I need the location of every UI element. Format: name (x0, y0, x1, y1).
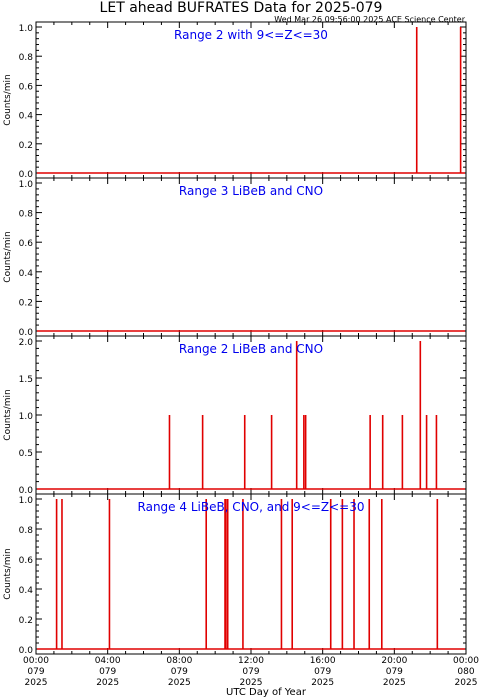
y-tick-label: 2.0 (19, 338, 34, 348)
y-tick-label: 0.0 (19, 646, 34, 656)
panel-label: Range 4 LiBeB, CNO, and 9<=Z<=30 (138, 500, 365, 514)
y-tick-label: 0.8 (19, 210, 34, 220)
x-tick-label-time: 12:00 (238, 656, 264, 666)
x-tick-label-doy: 079 (99, 667, 116, 677)
panel-1: 0.0 0.2 0.4 0.6 0.8 1.0 Counts/min Range 2 with… (3, 21, 467, 180)
x-tick-label-year: 2025 (383, 678, 406, 688)
panel-label: Range 3 LiBeB and CNO (179, 184, 323, 198)
x-tick-label-time: 00:00 (453, 656, 479, 666)
x-tick-label-time: 00:00 (23, 656, 49, 666)
y-tick-label: 0.2 (19, 616, 33, 626)
y-tick-label: 1.0 (19, 180, 34, 190)
x-tick-label-time: 04:00 (95, 656, 121, 666)
x-tick-label-year: 2025 (311, 678, 334, 688)
y-tick-label: 0.6 (19, 556, 34, 566)
x-tick-label-doy: 079 (27, 667, 44, 677)
y-tick-label: 1.0 (19, 24, 34, 34)
panel-3: 0.0 0.5 1.0 1.5 2.0 Counts/min Range 2 LiBeB a… (3, 335, 467, 496)
y-tick-label: 0.6 (19, 82, 34, 92)
x-tick-label-doy: 079 (386, 667, 403, 677)
y-tick-label: 1.0 (19, 496, 34, 506)
x-tick-label-time: 16:00 (310, 656, 336, 666)
y-tick-label: 0.5 (19, 449, 33, 459)
y-axis-label: Counts/min (3, 548, 13, 599)
x-tick-label-doy: 080 (457, 667, 474, 677)
panel-label: Range 2 LiBeB and CNO (179, 342, 323, 356)
panel-frame (35, 493, 467, 655)
panel-frame (35, 21, 467, 179)
y-tick-label: 0.4 (19, 586, 34, 596)
chart-timestamp: Wed Mar 26 09:56:00 2025 ACE Science Cen… (274, 15, 465, 24)
panel-4: 0.0 0.2 0.4 0.6 0.8 1.0 Counts/min Range 4 LiBe… (3, 493, 467, 656)
y-axis-label: Counts/min (3, 74, 13, 125)
x-tick-label-year: 2025 (25, 678, 48, 688)
panel-frame (35, 177, 467, 337)
y-axis-label: Counts/min (3, 231, 13, 282)
y-tick-label: 1.0 (19, 412, 34, 422)
panel-label: Range 2 with 9<=Z<=30 (174, 28, 328, 42)
x-tick-label-doy: 079 (314, 667, 331, 677)
x-tick-label-year: 2025 (96, 678, 119, 688)
y-tick-label: 0.8 (19, 53, 34, 63)
y-tick-label: 1.5 (19, 375, 33, 385)
y-tick-label: 0.8 (19, 526, 34, 536)
y-tick-label: 0.0 (19, 486, 34, 496)
x-tick-label-year: 2025 (455, 678, 478, 688)
y-tick-label: 0.2 (19, 298, 33, 308)
panel-2: 0.0 0.2 0.4 0.6 0.8 1.0 Counts/min Range 3 LiBe… (3, 177, 467, 338)
x-tick-label-time: 20:00 (381, 656, 407, 666)
y-tick-label: 0.2 (19, 141, 33, 151)
y-axis-label: Counts/min (3, 389, 13, 440)
x-tick-label-year: 2025 (168, 678, 191, 688)
x-tick-label-time: 08:00 (166, 656, 192, 666)
y-tick-label: 0.0 (19, 170, 34, 180)
y-tick-label: 0.0 (19, 328, 34, 338)
x-tick-label-doy: 079 (171, 667, 188, 677)
panel-frame (35, 335, 467, 495)
x-tick-label-year: 2025 (240, 678, 263, 688)
x-tick-label-doy: 079 (242, 667, 259, 677)
y-tick-label: 0.4 (19, 269, 34, 279)
x-axis-label: UTC Day of Year (226, 687, 307, 698)
chart-title: LET ahead BUFRATES Data for 2025-079 (100, 0, 383, 16)
y-tick-label: 0.4 (19, 112, 34, 122)
y-tick-label: 0.6 (19, 239, 34, 249)
